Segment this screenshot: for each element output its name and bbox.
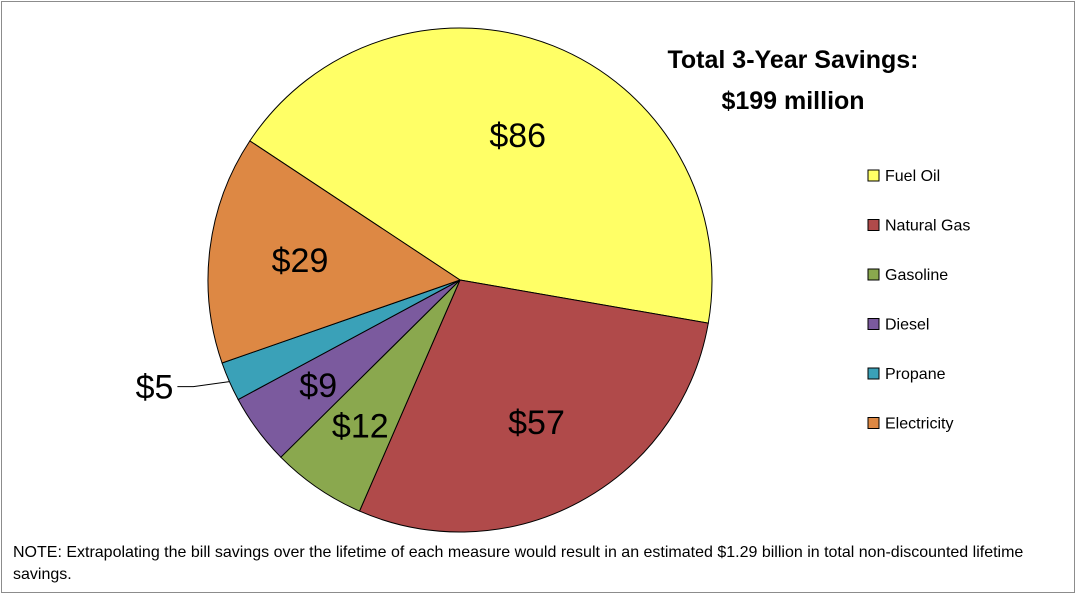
data-label-fuel-oil: $86 <box>489 117 546 155</box>
legend-label-natural-gas: Natural Gas <box>885 218 970 235</box>
pie-slice-electricity <box>207 140 462 364</box>
pie-slices <box>207 27 713 533</box>
legend-swatch-gasoline <box>867 268 880 281</box>
legend-label-gasoline: Gasoline <box>885 267 948 284</box>
legend-swatch-propane <box>867 367 880 380</box>
legend-label-electricity: Electricity <box>885 416 953 433</box>
chart-title-line-2: $199 million <box>721 87 864 115</box>
legend: Fuel Oil Natural Gas Gasoline Diesel Propane… <box>867 168 970 433</box>
pie-slice-fuel-oil <box>249 27 713 324</box>
legend-swatch-electricity <box>867 417 880 429</box>
chart-title-line-1: Total 3-Year Savings: <box>667 46 918 74</box>
legend-label-diesel: Diesel <box>885 317 929 334</box>
pie-slice-natural-gas <box>358 279 709 533</box>
leader-line-propane <box>177 381 230 388</box>
data-label-natural-gas: $57 <box>508 404 565 442</box>
legend-swatch-fuel-oil <box>867 169 880 182</box>
legend-swatch-diesel <box>867 318 880 330</box>
chart-title: Total 3-Year Savings: $199 million <box>667 46 918 115</box>
legend-swatch-natural-gas <box>867 219 880 231</box>
data-label-propane: $5 <box>136 369 174 407</box>
data-label-gasoline: $12 <box>332 408 389 446</box>
data-label-electricity: $29 <box>272 242 329 280</box>
pie-data-labels: $86 $57 $12$9 $5 $29 <box>136 117 565 446</box>
footnote: NOTE: Extrapolating the bill savings ove… <box>13 544 1024 583</box>
legend-label-fuel-oil: Fuel Oil <box>885 168 940 185</box>
data-label-diesel: $9 <box>299 367 337 405</box>
legend-label-propane: Propane <box>885 366 946 383</box>
